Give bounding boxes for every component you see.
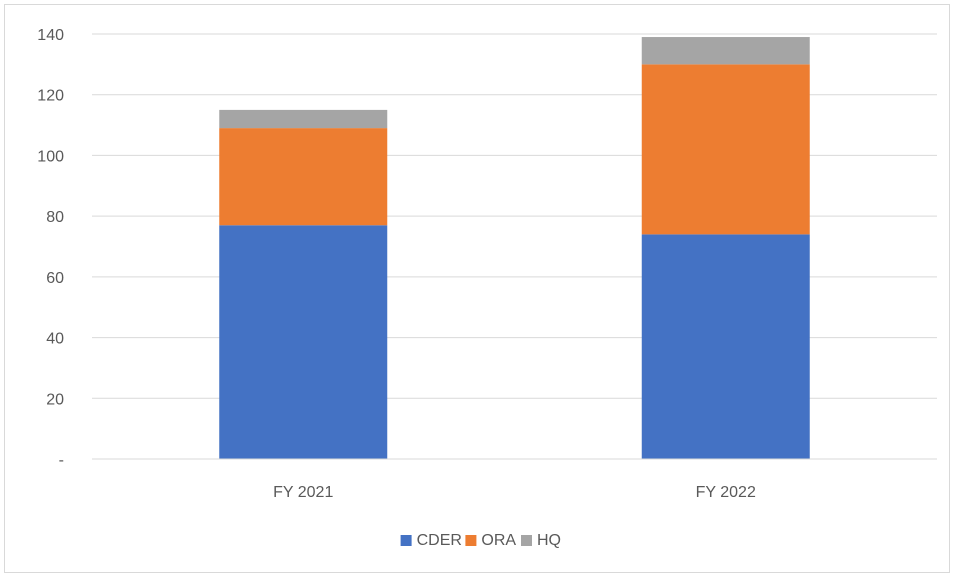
y-tick-label: 60 — [46, 270, 64, 287]
legend-label-ora: ORA — [481, 532, 516, 549]
legend-swatch-cder — [400, 535, 412, 546]
legend-swatch-hq — [521, 535, 532, 546]
x-axis: FY 2021 FY 2022 — [92, 458, 937, 501]
bar-hq-1 — [641, 37, 810, 65]
bar-cder-1 — [641, 234, 810, 459]
y-tick-label: 40 — [46, 331, 64, 348]
bars — [219, 37, 810, 459]
bar-hq-0 — [219, 109, 388, 129]
x-tick-label: FY 2022 — [696, 484, 756, 501]
bar-ora-1 — [641, 64, 810, 235]
y-tick-label: 20 — [46, 391, 64, 408]
legend-label-hq: HQ — [537, 532, 561, 549]
y-tick-label: 120 — [37, 88, 64, 105]
y-tick-label: 100 — [37, 148, 64, 165]
y-axis-ticks: - 20 40 60 80 100 120 140 — [37, 27, 64, 469]
x-tick-label: FY 2021 — [273, 484, 333, 501]
y-tick-label: 140 — [37, 27, 64, 44]
y-tick-label: 80 — [46, 209, 64, 226]
y-tick-label: - — [59, 452, 64, 469]
legend-swatch-ora — [465, 535, 477, 546]
gridlines — [92, 33, 937, 460]
bar-ora-0 — [219, 128, 388, 226]
bar-cder-0 — [219, 225, 388, 459]
legend-label-cder: CDER — [417, 532, 462, 549]
legend: CDER ORA HQ — [400, 532, 561, 549]
